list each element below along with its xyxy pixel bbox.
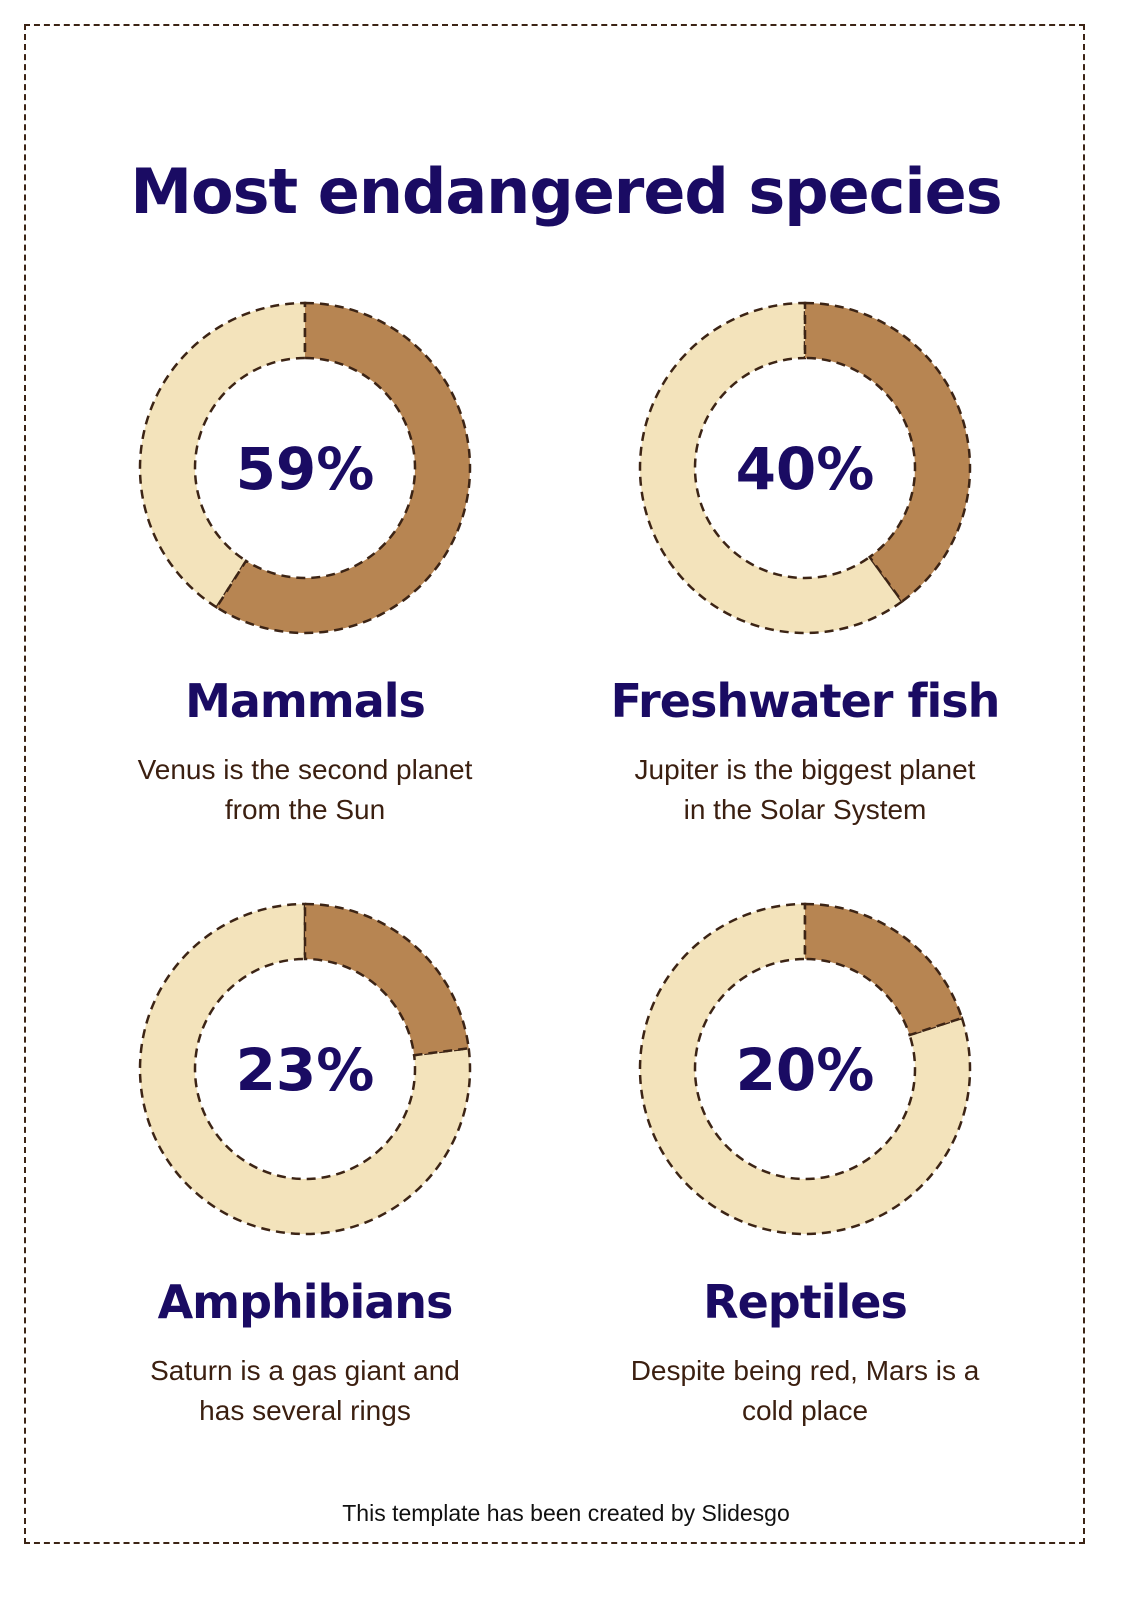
description-line: Jupiter is the biggest planet — [634, 754, 976, 785]
footer-credit: This template has been created by Slides… — [342, 1500, 790, 1526]
description-line: in the Solar System — [683, 794, 927, 825]
description-line: cold place — [741, 1395, 869, 1426]
donut-value-segment — [303, 902, 471, 1057]
species-description: Despite being red, Mars is a cold place — [555, 1351, 1055, 1431]
species-description: Venus is the second planet from the Sun — [55, 750, 555, 830]
description-line: Despite being red, Mars is a — [630, 1355, 980, 1386]
donut-chart: 59% — [138, 301, 472, 635]
description-line: from the Sun — [224, 794, 386, 825]
chart-panel-freshwater-fish: 40% Freshwater fish Jupiter is the bigge… — [555, 300, 1055, 830]
percent-label: 59% — [236, 435, 375, 503]
donut-value-segment — [803, 902, 964, 1037]
donut-remaining-segment — [638, 301, 904, 635]
page-title: Most endangered species — [130, 155, 1002, 228]
description-line: Venus is the second planet — [137, 754, 473, 785]
species-name: Freshwater fish — [610, 674, 1001, 728]
percent-label: 20% — [736, 1036, 875, 1104]
species-name: Mammals — [185, 674, 426, 728]
chart-panel-mammals: 59% Mammals Venus is the second planet fr… — [55, 300, 555, 830]
species-description: Jupiter is the biggest planet in the Sola… — [555, 750, 1055, 830]
species-name: Reptiles — [703, 1275, 908, 1329]
species-name: Amphibians — [157, 1275, 454, 1329]
dashed-border — [24, 24, 1085, 1544]
chart-panel-reptiles: 20% Reptiles Despite being red, Mars is … — [555, 901, 1055, 1431]
donut-value-segment — [803, 301, 972, 604]
donut-chart: 23% — [138, 902, 472, 1236]
description-line: Saturn is a gas giant and — [150, 1355, 460, 1386]
chart-panel-amphibians: 23% Amphibians Saturn is a gas giant and… — [55, 901, 555, 1431]
donut-remaining-segment — [638, 902, 972, 1236]
donut-remaining-segment — [138, 301, 307, 610]
species-description: Saturn is a gas giant and has several rin… — [55, 1351, 555, 1431]
donut-chart: 40% — [638, 301, 972, 635]
donut-remaining-segment — [138, 902, 472, 1236]
percent-label: 40% — [736, 435, 875, 503]
donut-chart: 20% — [638, 902, 972, 1236]
percent-label: 23% — [236, 1036, 375, 1104]
donut-value-segment — [214, 301, 472, 635]
description-line: has several rings — [199, 1395, 411, 1426]
